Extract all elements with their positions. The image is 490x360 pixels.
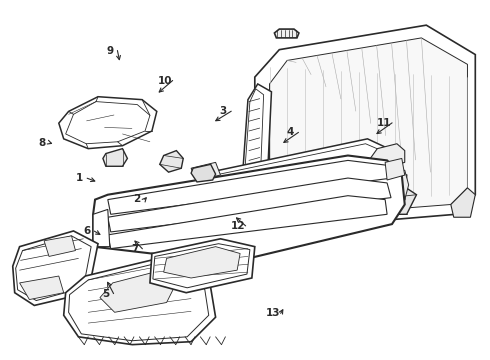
- Text: 9: 9: [106, 45, 113, 55]
- Text: 12: 12: [231, 221, 245, 231]
- Polygon shape: [245, 89, 264, 178]
- Polygon shape: [44, 236, 75, 256]
- Polygon shape: [385, 158, 405, 180]
- Text: 2: 2: [133, 194, 141, 204]
- Polygon shape: [451, 188, 475, 217]
- Polygon shape: [196, 139, 397, 204]
- Polygon shape: [255, 25, 475, 229]
- Text: 4: 4: [287, 127, 294, 138]
- Text: 3: 3: [220, 106, 227, 116]
- Polygon shape: [150, 239, 255, 293]
- Polygon shape: [191, 164, 216, 182]
- Polygon shape: [181, 165, 401, 237]
- Polygon shape: [196, 173, 213, 195]
- Polygon shape: [191, 162, 220, 180]
- Text: 11: 11: [377, 118, 392, 128]
- Circle shape: [202, 171, 206, 175]
- Text: 7: 7: [131, 244, 138, 254]
- Polygon shape: [108, 196, 387, 249]
- Polygon shape: [93, 156, 405, 266]
- Polygon shape: [100, 270, 176, 312]
- Text: 1: 1: [76, 173, 83, 183]
- Polygon shape: [368, 144, 405, 167]
- Polygon shape: [13, 231, 98, 305]
- Polygon shape: [66, 102, 150, 144]
- Polygon shape: [20, 276, 64, 300]
- Polygon shape: [153, 244, 250, 288]
- Polygon shape: [59, 97, 157, 149]
- Polygon shape: [201, 144, 393, 199]
- Text: 8: 8: [39, 138, 46, 148]
- Polygon shape: [176, 161, 407, 242]
- Polygon shape: [385, 170, 409, 199]
- Polygon shape: [108, 161, 392, 214]
- Text: 6: 6: [83, 226, 90, 236]
- Polygon shape: [243, 84, 271, 185]
- Polygon shape: [103, 149, 127, 166]
- Text: 5: 5: [102, 289, 109, 298]
- Text: 13: 13: [266, 309, 280, 318]
- Polygon shape: [274, 29, 299, 38]
- Polygon shape: [93, 210, 110, 247]
- Polygon shape: [270, 38, 467, 217]
- Polygon shape: [164, 247, 240, 278]
- Polygon shape: [69, 261, 209, 341]
- Polygon shape: [160, 150, 183, 172]
- Polygon shape: [372, 185, 416, 214]
- Polygon shape: [108, 178, 391, 232]
- Text: 10: 10: [158, 76, 172, 86]
- Polygon shape: [16, 236, 91, 301]
- Polygon shape: [64, 256, 216, 345]
